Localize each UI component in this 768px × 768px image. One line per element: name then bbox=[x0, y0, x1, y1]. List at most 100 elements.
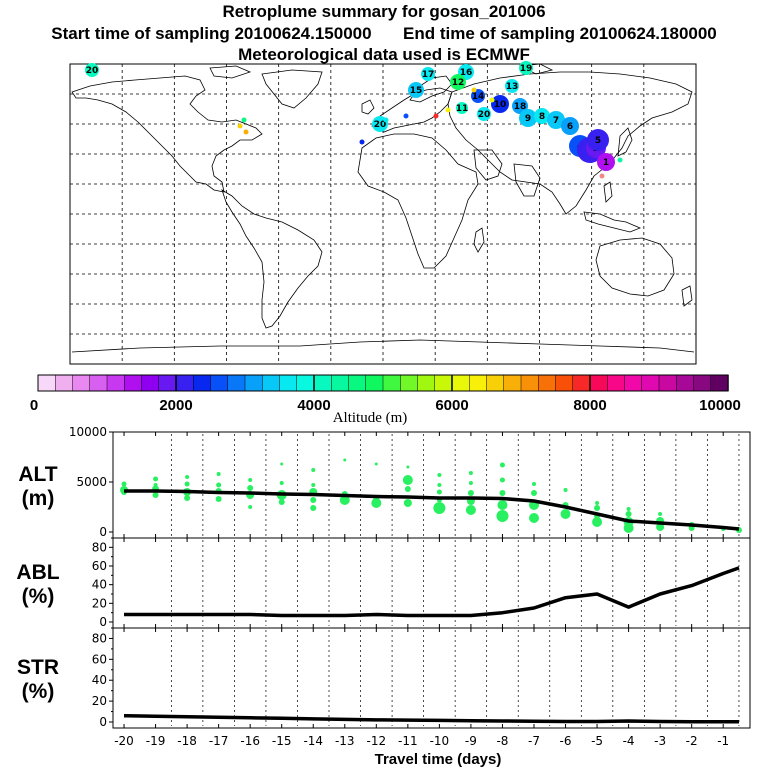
altitude-dot bbox=[248, 505, 253, 509]
plume-dot bbox=[456, 102, 468, 114]
colorbar-tick: 4000 bbox=[297, 397, 330, 414]
plume-dot bbox=[587, 129, 609, 151]
altitude-dot bbox=[497, 500, 508, 510]
plume-label: 15 bbox=[410, 86, 423, 96]
colorbar-cell bbox=[296, 374, 315, 392]
plume-label: 16 bbox=[460, 68, 473, 78]
world-map: 20171619151213142011102018987643215 bbox=[69, 61, 697, 365]
altitude-dot bbox=[374, 462, 378, 466]
colorbar-cell bbox=[158, 374, 177, 392]
altitude-dot bbox=[339, 495, 350, 505]
altitude-dot bbox=[468, 481, 473, 485]
plume-dot bbox=[534, 108, 550, 124]
y-tick-label: 40 bbox=[92, 578, 107, 592]
plume-dot bbox=[519, 61, 533, 75]
trajectory-speck bbox=[241, 117, 247, 123]
plume-marker: 20 bbox=[477, 107, 491, 121]
colorbar-cell bbox=[365, 374, 384, 392]
altitude-dot bbox=[280, 462, 284, 466]
plume-dot bbox=[547, 111, 565, 129]
x-tick-label: -15 bbox=[272, 734, 292, 748]
panel-str: 80 60 40 20 0 STR(%) bbox=[17, 627, 751, 729]
altitude-dot bbox=[215, 496, 222, 502]
colorbar-cell bbox=[555, 374, 574, 392]
altitude-dot bbox=[437, 473, 442, 477]
altitude-dot bbox=[437, 483, 442, 487]
plume-dot bbox=[408, 82, 424, 98]
altitude-dot bbox=[531, 482, 536, 486]
altitude-dot bbox=[278, 499, 285, 505]
altitude-dot bbox=[656, 523, 665, 531]
colorbar-tick: 6000 bbox=[435, 397, 468, 414]
altitude-dot bbox=[658, 512, 663, 516]
colorbar-cell bbox=[658, 374, 677, 392]
plume-dot bbox=[85, 63, 99, 77]
plume-dot bbox=[477, 107, 491, 121]
colorbar-tick: 0 bbox=[30, 397, 38, 414]
y-tick-label: 40 bbox=[92, 673, 107, 687]
colorbar-cell bbox=[710, 374, 729, 392]
x-tick-label: -3 bbox=[654, 734, 666, 748]
colorbar-cell bbox=[124, 374, 143, 392]
plume-label: 13 bbox=[506, 82, 519, 92]
panel-label-unit: (m) bbox=[22, 487, 55, 510]
plume-marker: 13 bbox=[505, 79, 519, 93]
plume-label: 8 bbox=[539, 112, 545, 122]
colorbar-cell bbox=[106, 374, 125, 392]
end-time: End time of sampling 20100624.180000 bbox=[403, 24, 717, 43]
x-tick-label: -18 bbox=[177, 734, 197, 748]
colorbar-cell bbox=[279, 374, 298, 392]
y-tick-label: 0 bbox=[99, 525, 107, 539]
panel-label: ABL bbox=[16, 561, 59, 584]
altitude-dot bbox=[465, 505, 476, 515]
altitude-dot bbox=[436, 489, 442, 495]
altitude-dot bbox=[343, 458, 347, 462]
altitude-dot bbox=[625, 511, 632, 517]
colorbar-cell bbox=[469, 374, 488, 392]
altitude-dot bbox=[311, 468, 316, 472]
plume-dot bbox=[561, 117, 579, 135]
colorbar-cell bbox=[624, 374, 643, 392]
altitude-dot bbox=[402, 475, 413, 485]
colorbar-cell bbox=[210, 374, 229, 392]
y-tick-label: 0 bbox=[99, 615, 107, 629]
plume-marker: 14 bbox=[471, 89, 485, 103]
altitude-dot bbox=[528, 513, 539, 523]
altitude-dot bbox=[153, 483, 158, 487]
altitude-dot bbox=[560, 509, 571, 519]
plume-marker: 19 bbox=[519, 61, 533, 75]
x-tick-label: -5 bbox=[591, 734, 603, 748]
plume-label: 14 bbox=[472, 92, 485, 102]
plume-label: 9 bbox=[525, 114, 531, 124]
colorbar-cell bbox=[434, 374, 453, 392]
altitude-dot bbox=[403, 499, 412, 507]
colorbar-cell bbox=[451, 374, 470, 392]
plume-marker: 20 bbox=[85, 63, 99, 77]
trajectory-speck bbox=[445, 107, 451, 113]
plume-marker: 10 bbox=[491, 95, 509, 113]
plume-label: 7 bbox=[553, 116, 559, 126]
altitude-dot bbox=[626, 507, 631, 511]
y-tick-label: 0 bbox=[99, 715, 107, 729]
altitude-dot bbox=[592, 517, 603, 527]
plume-label: 18 bbox=[514, 102, 527, 112]
plume-dot bbox=[519, 109, 537, 127]
colorbar-cell bbox=[572, 374, 591, 392]
altitude-dot bbox=[310, 505, 317, 511]
plume-label: 12 bbox=[452, 78, 465, 88]
colorbar-cell bbox=[55, 374, 74, 392]
altitude-dot bbox=[404, 486, 411, 492]
x-tick-label: -19 bbox=[146, 734, 166, 748]
y-tick-label: 60 bbox=[92, 559, 107, 573]
colorbar-cell bbox=[641, 374, 660, 392]
x-tick-label: -14 bbox=[303, 734, 323, 748]
trajectory-speck bbox=[243, 129, 249, 135]
altitude-dot bbox=[530, 490, 537, 496]
trajectory-speck bbox=[617, 157, 623, 163]
panel-abl: 80 60 40 20 0 ABL(%) bbox=[16, 537, 751, 629]
altitude-dot bbox=[153, 476, 159, 482]
altitude-dot bbox=[152, 492, 159, 498]
colorbar-cell bbox=[486, 374, 505, 392]
trajectory-speck bbox=[433, 113, 439, 119]
x-tick-label: -6 bbox=[560, 734, 572, 748]
